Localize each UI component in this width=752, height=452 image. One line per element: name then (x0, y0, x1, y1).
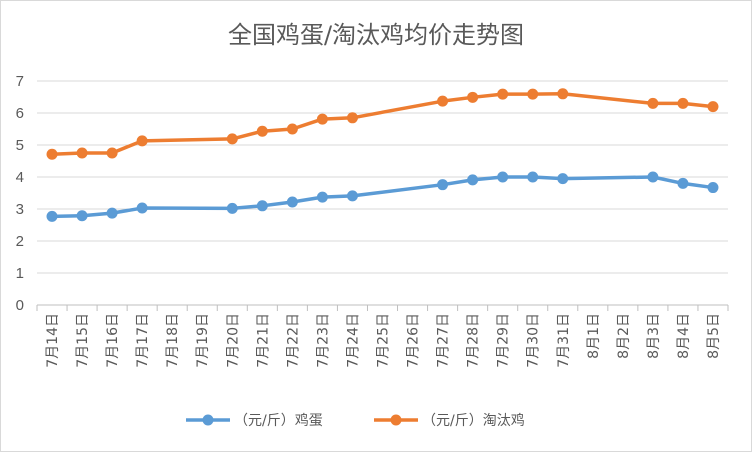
x-tick-label: 7月22日 (285, 313, 301, 368)
legend-swatch-marker (390, 414, 402, 426)
data-point (647, 171, 659, 183)
data-point (226, 133, 238, 145)
x-tick-label: 7月30日 (526, 313, 542, 368)
y-tick-label: 0 (16, 297, 24, 314)
data-point (106, 207, 118, 219)
data-point (647, 97, 659, 109)
data-point (256, 200, 268, 212)
data-point (497, 171, 509, 183)
legend: （元/斤）鸡蛋 （元/斤）淘汰鸡 (186, 412, 525, 429)
data-point (677, 97, 689, 109)
x-tick-label: 7月29日 (496, 313, 512, 368)
data-point (316, 113, 328, 125)
x-tick-label: 8月2日 (616, 313, 632, 359)
x-tick-label: 7月16日 (105, 313, 121, 368)
data-point (527, 171, 539, 183)
data-point (316, 191, 328, 203)
x-tick-label: 7月17日 (135, 313, 151, 368)
x-tick-label: 8月4日 (676, 313, 692, 359)
data-point (527, 88, 539, 100)
x-tick-label: 7月18日 (165, 313, 181, 368)
data-point (557, 88, 569, 100)
y-tick-label: 6 (16, 105, 24, 122)
data-point (497, 88, 509, 100)
data-point (707, 182, 719, 194)
data-point (346, 190, 358, 202)
x-tick-label: 7月15日 (75, 313, 91, 368)
series-line-0 (50, 175, 715, 219)
x-tick-label: 7月19日 (195, 313, 211, 368)
x-tick-label: 7月24日 (345, 313, 361, 368)
data-point (707, 101, 719, 113)
grid-lines (36, 80, 729, 311)
x-tick-label: 8月5日 (706, 313, 722, 359)
data-point (106, 147, 118, 159)
series-layer (46, 88, 719, 222)
data-point (346, 112, 358, 124)
data-point (467, 91, 479, 103)
y-tick-label: 3 (16, 201, 24, 218)
data-point (136, 135, 148, 147)
data-point (467, 174, 479, 186)
y-tick-label: 5 (16, 137, 24, 154)
x-tick-label: 7月27日 (436, 313, 452, 368)
x-tick-label: 7月25日 (376, 313, 392, 368)
x-tick-label: 7月14日 (45, 313, 61, 368)
y-tick-label: 7 (16, 73, 24, 90)
data-point (76, 147, 88, 159)
y-tick-label: 1 (16, 265, 24, 282)
x-tick-label: 7月28日 (466, 313, 482, 368)
data-point (286, 123, 298, 135)
y-axis-ticks: 0 1 2 3 4 5 6 7 (16, 73, 24, 314)
x-tick-label: 8月3日 (646, 313, 662, 359)
legend-label: （元/斤）淘汰鸡 (422, 412, 525, 429)
legend-swatch-marker (202, 414, 214, 426)
x-tick-label: 7月26日 (406, 313, 422, 368)
data-point (46, 148, 58, 160)
data-point (286, 196, 298, 208)
x-axis-ticks: 7月14日 7月15日 7月16日 7月17日 7月18日 7月19日 7月20日 7月21日… (45, 313, 722, 368)
x-tick-label: 7月20日 (225, 313, 241, 368)
x-tick-label: 8月1日 (586, 313, 602, 359)
x-tick-label: 7月23日 (315, 313, 331, 368)
data-point (557, 173, 569, 185)
chart-title: 全国鸡蛋/淘汰鸡均价走势图 (228, 21, 524, 49)
legend-label: （元/斤）鸡蛋 (234, 412, 323, 429)
data-point (136, 202, 148, 214)
data-point (46, 210, 58, 222)
data-point (76, 210, 88, 222)
data-point (437, 179, 449, 191)
y-tick-label: 4 (16, 169, 24, 186)
data-point (677, 177, 689, 189)
data-point (437, 95, 449, 107)
x-tick-label: 7月21日 (255, 313, 271, 368)
y-tick-label: 2 (16, 233, 24, 250)
x-tick-label: 7月31日 (556, 313, 572, 368)
data-point (256, 125, 268, 137)
data-point (226, 202, 238, 214)
